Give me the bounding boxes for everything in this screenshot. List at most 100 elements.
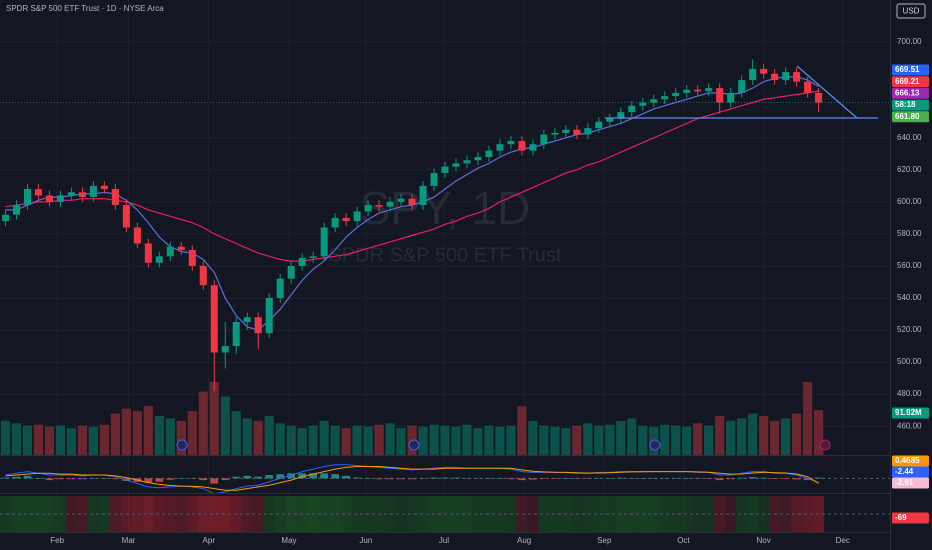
candle-body [419, 185, 427, 206]
macd-histogram [627, 478, 636, 479]
volume-bar [231, 411, 241, 455]
macd-histogram [474, 478, 482, 479]
candle-body [89, 185, 97, 198]
volume-bar [286, 425, 296, 455]
event-marker[interactable] [649, 439, 661, 451]
macd-histogram [485, 478, 493, 479]
macd-histogram [265, 475, 274, 479]
candle-body [276, 278, 284, 298]
macd-histogram [408, 478, 416, 480]
event-marker[interactable] [819, 439, 831, 451]
candle-body [56, 195, 64, 202]
volume-bar [451, 426, 461, 455]
macd-histogram [792, 478, 801, 480]
candle-body [34, 189, 42, 196]
macd-histogram [353, 477, 361, 479]
oscillator-region [516, 496, 528, 532]
volume-bar [187, 411, 197, 455]
oscillator-region [76, 496, 88, 532]
price-tag: 669.21 [895, 77, 920, 86]
candle-body [661, 96, 669, 100]
volume-bar [561, 428, 571, 455]
currency[interactable]: USD [903, 7, 920, 16]
oscillator-region [582, 496, 594, 532]
macd-histogram [243, 475, 252, 479]
macd-histogram [1, 477, 10, 479]
macd-histogram [551, 478, 559, 479]
trend-line [796, 65, 858, 119]
oscillator-region [417, 496, 429, 532]
macd-histogram [56, 478, 65, 480]
currency-button[interactable] [896, 3, 926, 19]
volume-bar [132, 411, 142, 455]
macd-histogram [770, 478, 779, 480]
plot [0, 59, 890, 532]
volume-bar [396, 428, 406, 455]
price-tag: 58:18 [895, 100, 916, 109]
candle-body [364, 205, 372, 212]
y-tick-label: 640.00 [897, 133, 922, 142]
macd-histogram [100, 478, 109, 479]
candle-body [265, 297, 273, 334]
volume-bar [605, 424, 615, 455]
macd-hist-tag-box [892, 455, 929, 467]
volume-bar [297, 428, 307, 455]
candle-body [122, 205, 130, 228]
candle-body [133, 227, 141, 244]
oscillator-region [0, 496, 11, 532]
macd-histogram [364, 478, 372, 479]
candle-body [342, 217, 350, 222]
watermark-subtitle: SPDR S&P 500 ETF Trust [328, 244, 561, 266]
macd-histogram [507, 478, 515, 480]
oscillator-region [263, 496, 275, 532]
volume-bar [264, 415, 274, 455]
macd-histogram [210, 478, 219, 484]
macd-histogram [518, 478, 526, 481]
candle-body [804, 81, 812, 93]
candle-body [782, 72, 790, 81]
oscillator-tag-box [892, 512, 929, 524]
macd-histogram [298, 473, 307, 479]
macd-histogram [660, 478, 669, 479]
volume-bar [506, 425, 516, 455]
macd-histogram [78, 478, 87, 480]
macd-histogram [737, 477, 746, 479]
candle-body [12, 205, 20, 215]
y-tick-label: 540.00 [897, 293, 922, 302]
oscillator-region [10, 496, 22, 532]
oscillator-region [21, 496, 33, 532]
event-marker[interactable] [408, 439, 420, 451]
price-tag-box [892, 87, 929, 99]
event-marker[interactable] [176, 439, 188, 451]
price-tag-box [892, 76, 929, 88]
y-tick-label: 620.00 [897, 165, 922, 174]
macd-histogram [287, 473, 296, 479]
candle-body [562, 129, 570, 133]
candle-body [221, 346, 229, 353]
candle-body [287, 265, 295, 279]
macd-histogram [188, 478, 197, 479]
macd-histogram [562, 478, 570, 479]
macd-histogram [638, 478, 647, 479]
price-tag: 666.13 [895, 89, 920, 98]
candle-body [463, 160, 471, 164]
volume-bar [165, 418, 175, 455]
candle-body [309, 256, 317, 258]
x-tick-label: May [281, 536, 296, 545]
candle-body [639, 102, 647, 106]
volume-bar [583, 423, 593, 455]
candle-body [771, 73, 779, 81]
volume-bar [627, 418, 637, 455]
oscillator-tag: -69 [895, 513, 907, 522]
oscillator-region [197, 496, 209, 532]
volume-bar [429, 424, 439, 455]
candle-body [540, 134, 548, 145]
macd-histogram [452, 477, 460, 479]
macd-histogram [276, 474, 285, 479]
oscillator-region [461, 496, 473, 532]
volume-bar [726, 420, 736, 455]
macd-histogram [89, 478, 98, 479]
price-tag: 669.51 [895, 65, 920, 74]
oscillator-region [208, 496, 220, 532]
